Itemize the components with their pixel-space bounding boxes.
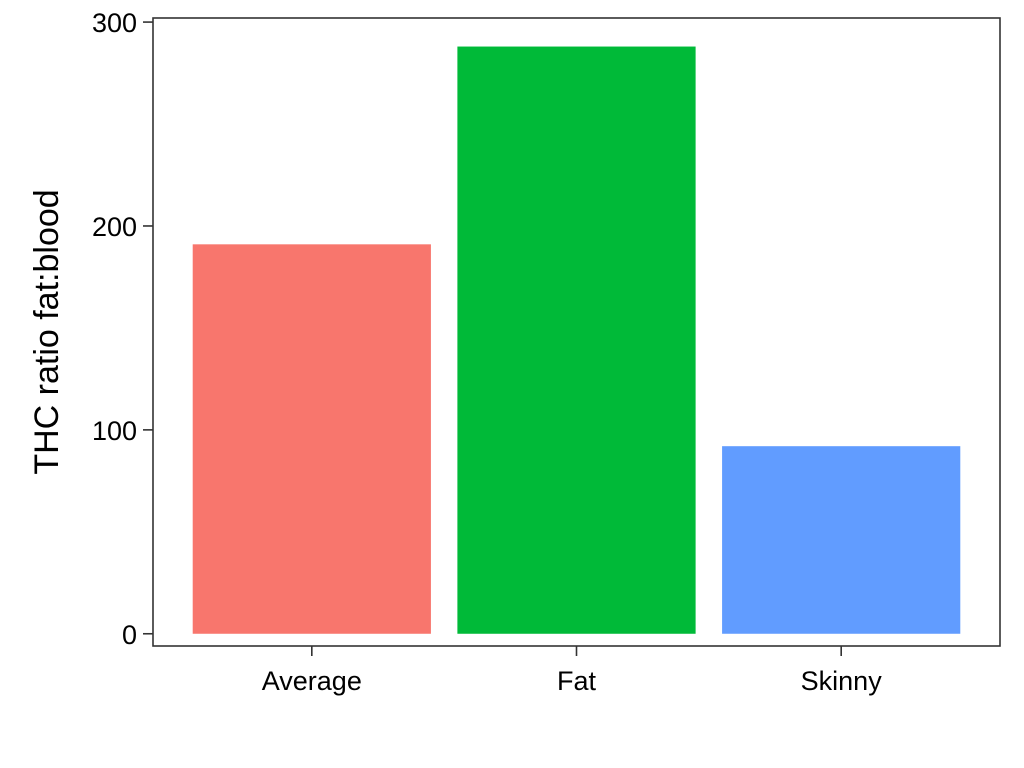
bar-fat — [457, 46, 696, 634]
x-axis: Average Fat Skinny — [262, 646, 882, 696]
bar-skinny — [722, 446, 961, 634]
x-tick-label: Fat — [557, 666, 597, 696]
x-tick-label: Average — [262, 666, 362, 696]
y-axis: 0 100 200 300 — [92, 8, 153, 650]
y-axis-title: THC ratio fat:blood — [28, 189, 66, 474]
y-tick-label: 100 — [92, 416, 137, 446]
y-tick-label: 200 — [92, 212, 137, 242]
bar-average — [192, 244, 431, 634]
x-tick-label: Skinny — [801, 666, 883, 696]
bars-group — [192, 46, 961, 634]
y-tick-label: 0 — [122, 620, 137, 650]
y-tick-label: 300 — [92, 8, 137, 38]
